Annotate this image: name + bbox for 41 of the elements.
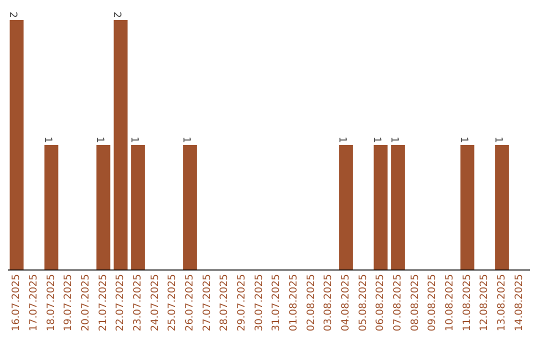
x-tick-label: 31.07.2025 — [271, 274, 282, 332]
x-tick-label: 19.07.2025 — [63, 274, 74, 332]
data-label: 1 — [458, 136, 469, 143]
data-label: 1 — [128, 136, 140, 143]
x-tick-label: 01.08.2025 — [288, 274, 300, 332]
x-tick-label: 17.07.2025 — [28, 274, 40, 332]
data-label: 1 — [42, 136, 53, 143]
x-tick-label: 26.07.2025 — [184, 274, 196, 332]
x-tick-label: 08.08.2025 — [410, 274, 421, 332]
x-tick-label: 10.08.2025 — [444, 274, 456, 332]
x-tick-label: 18.07.2025 — [46, 274, 57, 332]
data-label: 1 — [371, 136, 382, 143]
data-label: 1 — [388, 136, 400, 143]
data-label: 1 — [492, 136, 504, 143]
x-tick-label: 24.07.2025 — [150, 274, 161, 332]
x-tick-label: 23.07.2025 — [132, 274, 144, 332]
data-label: 1 — [336, 136, 348, 143]
x-tick-label: 29.07.2025 — [236, 274, 248, 332]
x-tick-label: 27.07.2025 — [202, 274, 213, 332]
x-tick-label: 16.07.2025 — [11, 274, 22, 332]
x-tick-label: 05.08.2025 — [358, 274, 369, 332]
x-tick-label: 14.08.2025 — [514, 274, 525, 332]
x-tick-label: 06.08.2025 — [375, 274, 386, 332]
x-tick-label: 04.08.2025 — [340, 274, 352, 332]
data-label: 1 — [94, 136, 105, 143]
x-tick-label: 25.07.2025 — [167, 274, 178, 332]
data-label: 2 — [111, 12, 122, 18]
x-tick-label: 07.08.2025 — [392, 274, 404, 332]
x-tick-label: 20.07.2025 — [80, 274, 92, 332]
x-tick-label: 09.08.2025 — [427, 274, 438, 332]
data-label: 1 — [180, 136, 192, 143]
data-label: 2 — [7, 12, 18, 18]
x-tick-label: 12.08.2025 — [479, 274, 490, 332]
x-tick-label: 03.08.2025 — [323, 274, 334, 332]
x-tick-label: 21.07.2025 — [98, 274, 109, 332]
x-tick-label: 11.08.2025 — [462, 274, 473, 332]
x-tick-label: 30.07.2025 — [254, 274, 265, 332]
x-tick-label: 28.07.2025 — [219, 274, 230, 332]
x-tick-label: 02.08.2025 — [306, 274, 317, 332]
x-tick-label: 13.08.2025 — [496, 274, 508, 332]
x-tick-label: 22.07.2025 — [115, 274, 126, 332]
